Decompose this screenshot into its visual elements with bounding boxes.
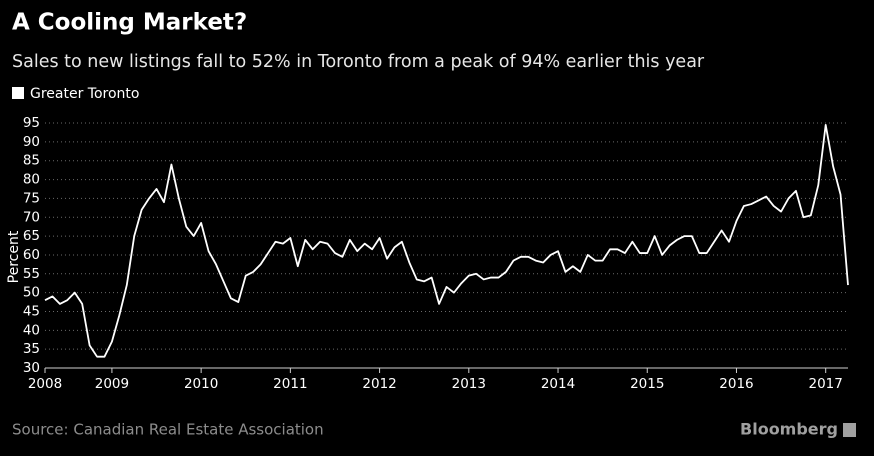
y-tick-label: 80 <box>23 172 40 188</box>
y-tick-label: 75 <box>23 190 40 206</box>
brand: Bloomberg <box>740 420 838 439</box>
y-tick-label: 95 <box>23 115 40 131</box>
y-tick-label: 70 <box>23 209 40 225</box>
y-tick-label: 65 <box>23 228 40 244</box>
x-tick-label: 2008 <box>28 376 62 392</box>
y-tick-label: 55 <box>23 266 40 282</box>
legend-swatch <box>12 87 24 99</box>
chart-title: A Cooling Market? <box>12 10 247 36</box>
y-tick-label: 50 <box>23 285 40 301</box>
y-tick-label: 60 <box>23 247 40 263</box>
x-tick-label: 2016 <box>719 376 753 392</box>
y-tick-label: 40 <box>23 322 40 338</box>
y-tick-label: 45 <box>23 303 40 319</box>
y-tick-label: 90 <box>23 134 40 150</box>
brand-icon <box>843 423 856 437</box>
x-tick-label: 2009 <box>95 376 129 392</box>
legend-label: Greater Toronto <box>30 86 139 102</box>
data-line <box>44 124 849 358</box>
y-tick-label: 30 <box>23 360 40 376</box>
x-tick-label: 2010 <box>184 376 218 392</box>
y-axis-label: Percent <box>6 230 22 283</box>
source: Source: Canadian Real Estate Association <box>12 421 324 439</box>
x-tick-label: 2012 <box>362 376 396 392</box>
x-tick-label: 2011 <box>273 376 307 392</box>
chart-subtitle: Sales to new listings fall to 52% in Tor… <box>12 52 705 72</box>
x-tick-label: 2014 <box>541 376 575 392</box>
x-tick-label: 2013 <box>452 376 486 392</box>
y-tick-label: 35 <box>23 341 40 357</box>
x-tick-label: 2015 <box>630 376 664 392</box>
y-tick-label: 85 <box>23 153 40 169</box>
x-tick-label: 2017 <box>809 376 843 392</box>
